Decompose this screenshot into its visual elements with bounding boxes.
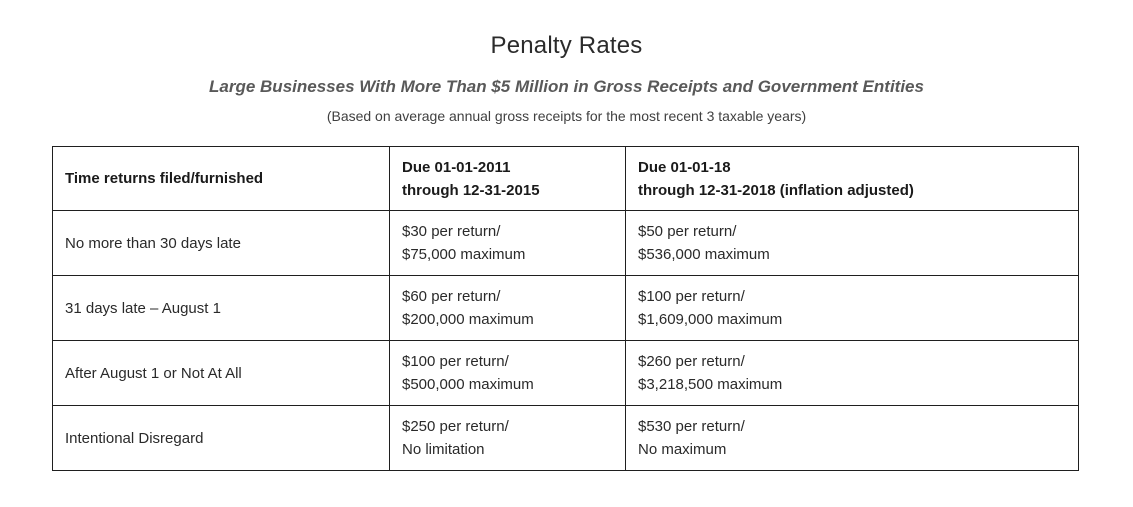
cell-line: $75,000 maximum	[402, 246, 526, 263]
cell-line: $200,000 maximum	[402, 311, 534, 328]
header-line: through 12-31-2018 (inflation adjusted)	[638, 181, 914, 199]
cell-line: $500,000 maximum	[402, 376, 534, 393]
cell-penalty-2011-2015: $30 per return/ $75,000 maximum	[389, 210, 626, 276]
cell-row-label: Intentional Disregard	[52, 405, 390, 471]
cell-line: $250 per return/	[402, 418, 509, 435]
cell-row-label: No more than 30 days late	[52, 210, 390, 276]
cell-line: $536,000 maximum	[638, 246, 770, 263]
cell-line: $530 per return/	[638, 418, 745, 435]
cell-line: No maximum	[638, 441, 727, 458]
cell-line: $100 per return/	[402, 353, 509, 370]
page-note: (Based on average annual gross receipts …	[326, 108, 807, 124]
cell-line: Intentional Disregard	[65, 429, 204, 447]
cell-penalty-2011-2015: $250 per return/ No limitation	[389, 405, 626, 471]
column-header-due-2011-2015: Due 01-01-2011 through 12-31-2015	[389, 146, 626, 211]
cell-line: $100 per return/	[638, 288, 745, 305]
cell-line: No limitation	[402, 441, 485, 458]
cell-line: $50 per return/	[638, 223, 737, 240]
table-row: No more than 30 days late $30 per return…	[52, 210, 1079, 276]
header-line: Due 01-01-18	[638, 158, 731, 176]
column-header-time-filed: Time returns filed/furnished	[52, 146, 390, 211]
table-row: Intentional Disregard $250 per return/ N…	[52, 405, 1079, 471]
cell-line: $1,609,000 maximum	[638, 311, 783, 328]
page-title: Penalty Rates	[490, 32, 643, 59]
cell-line: After August 1 or Not At All	[65, 364, 242, 382]
cell-row-label: After August 1 or Not At All	[52, 340, 390, 406]
cell-line: 31 days late – August 1	[65, 299, 221, 317]
cell-penalty-2018: $100 per return/ $1,609,000 maximum	[625, 275, 1079, 341]
cell-line: $30 per return/	[402, 223, 501, 240]
table-row: 31 days late – August 1 $60 per return/ …	[52, 275, 1079, 341]
page: Penalty Rates Large Businesses With More…	[0, 32, 1133, 471]
cell-line: $260 per return/	[638, 353, 745, 370]
cell-penalty-2011-2015: $100 per return/ $500,000 maximum	[389, 340, 626, 406]
cell-penalty-2011-2015: $60 per return/ $200,000 maximum	[389, 275, 626, 341]
table-header-row: Time returns filed/furnished Due 01-01-2…	[52, 146, 1079, 211]
header-line: Due 01-01-2011	[402, 158, 511, 176]
header-line: through 12-31-2015	[402, 181, 540, 199]
cell-penalty-2018: $50 per return/ $536,000 maximum	[625, 210, 1079, 276]
page-subtitle: Large Businesses With More Than $5 Milli…	[209, 77, 924, 96]
header-line: Time returns filed/furnished	[65, 170, 264, 187]
table-row: After August 1 or Not At All $100 per re…	[52, 340, 1079, 406]
cell-penalty-2018: $260 per return/ $3,218,500 maximum	[625, 340, 1079, 406]
cell-line: $60 per return/	[402, 288, 501, 305]
column-header-due-2018: Due 01-01-18 through 12-31-2018 (inflati…	[625, 146, 1079, 211]
cell-penalty-2018: $530 per return/ No maximum	[625, 405, 1079, 471]
penalty-rates-table: Time returns filed/furnished Due 01-01-2…	[52, 146, 1079, 471]
cell-line: $3,218,500 maximum	[638, 376, 783, 393]
cell-row-label: 31 days late – August 1	[52, 275, 390, 341]
cell-line: No more than 30 days late	[65, 234, 241, 252]
